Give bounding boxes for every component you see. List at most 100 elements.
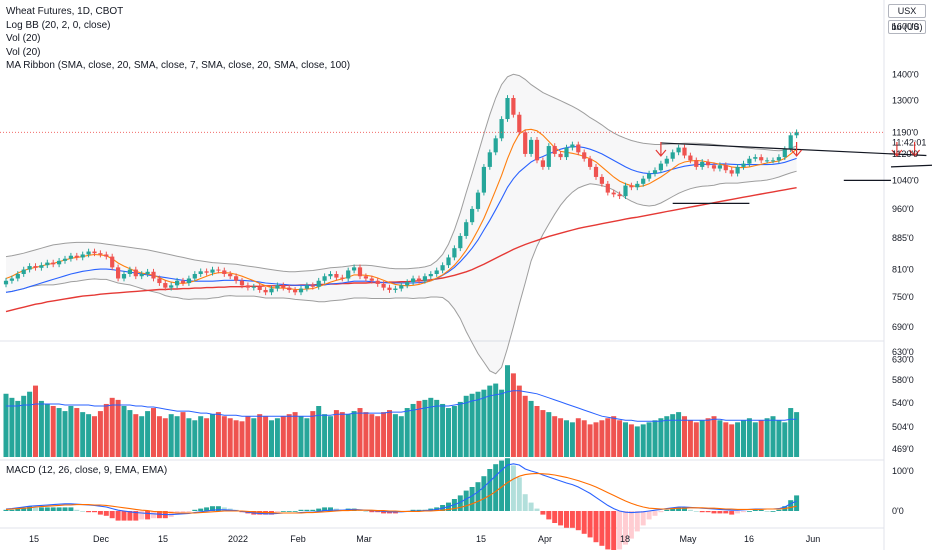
volume-bar <box>357 408 363 457</box>
volume-bar <box>440 403 446 457</box>
trend-line <box>660 142 927 157</box>
time-axis-tick: 15 <box>476 534 486 544</box>
volume-bar <box>27 391 33 457</box>
candle-body <box>151 271 156 279</box>
volume-bar <box>162 418 168 457</box>
volume-bar <box>564 420 569 457</box>
volume-bar <box>369 414 375 457</box>
candle-body <box>381 283 386 288</box>
candle-body <box>540 160 545 167</box>
candle-body <box>399 285 404 289</box>
volume-bar <box>198 416 204 457</box>
volume-bar <box>269 420 274 457</box>
legend-volume-2[interactable]: Vol (20) <box>6 46 41 58</box>
volume-bar <box>168 414 174 457</box>
volume-bar <box>693 422 699 457</box>
volume-bar <box>139 416 145 457</box>
volume-bar <box>50 406 56 457</box>
macd-histogram-bar <box>628 511 634 539</box>
candle-body <box>647 173 652 179</box>
legend-ma-ribbon[interactable]: MA Ribbon (SMA, close, 20, SMA, close, 7… <box>6 60 351 71</box>
volume-bar <box>516 385 522 457</box>
volume-bar <box>493 383 499 457</box>
currency-box[interactable]: USX bu (US) <box>888 4 926 36</box>
macd-histogram-bar <box>587 511 593 538</box>
macd-histogram-bar <box>50 507 56 511</box>
macd-histogram-bar <box>151 511 156 519</box>
bar-countdown: 11:42:01 <box>892 137 926 147</box>
macd-histogram-bar <box>664 509 670 511</box>
candle-body <box>700 161 705 167</box>
macd-histogram-bar <box>741 511 746 513</box>
volume-bar <box>21 395 27 457</box>
macd-histogram-bar <box>3 509 9 511</box>
candle-body <box>434 270 439 275</box>
candle-body <box>175 280 180 286</box>
volume-bar <box>44 403 50 457</box>
macd-axis-tick: 100'0 <box>892 466 914 476</box>
candle-body <box>139 274 144 277</box>
volume-bar <box>333 410 339 457</box>
volume-ma-line <box>6 390 797 422</box>
arrow-marker <box>791 142 803 157</box>
volume-bar <box>245 416 251 457</box>
candle-body <box>57 260 62 265</box>
volume-bar <box>534 406 540 457</box>
macd-histogram-bar <box>658 511 664 513</box>
volume-bar <box>328 416 333 457</box>
candle-body <box>446 257 451 266</box>
candle-body <box>145 271 150 275</box>
macd-histogram-bar <box>38 507 44 511</box>
macd-histogram-bar <box>481 476 487 511</box>
currency-code[interactable]: USX <box>888 4 926 18</box>
candle-body <box>735 166 740 174</box>
candle-body <box>611 192 616 195</box>
volume-bar <box>392 414 398 457</box>
macd-histogram-bar <box>210 506 215 511</box>
volume-bar <box>375 416 381 457</box>
candle-body <box>275 285 280 289</box>
volume-bar <box>115 399 121 457</box>
candle-body <box>234 276 239 281</box>
candle-body <box>328 274 333 277</box>
legend-macd[interactable]: MACD (12, 26, close, 9, EMA, EMA) <box>6 465 168 476</box>
legend-title[interactable]: Wheat Futures, 1D, CBOT <box>6 6 124 17</box>
price-axis-tick: 1120'0 <box>892 149 918 159</box>
candle-body <box>605 183 610 193</box>
candle-body <box>499 119 504 139</box>
macd-histogram-bar <box>487 469 493 511</box>
time-axis-tick: Feb <box>290 534 306 544</box>
macd-histogram-bar <box>652 511 658 516</box>
volume-bar <box>74 408 80 457</box>
candle-body <box>80 254 85 258</box>
time-axis-tick: Apr <box>538 534 552 544</box>
legend-volume-1[interactable]: Vol (20) <box>6 33 41 44</box>
legend-bollinger[interactable]: Log BB (20, 2, 0, close) <box>6 19 111 31</box>
macd-histogram-bar <box>363 511 369 512</box>
macd-histogram-bar <box>705 511 711 513</box>
volume-bar <box>735 422 741 457</box>
macd-histogram-bar <box>499 460 505 511</box>
volume-bar <box>210 414 215 457</box>
candle-body <box>346 270 351 279</box>
currency-unit[interactable]: bu (US) <box>888 20 926 34</box>
candle-body <box>546 146 551 167</box>
macd-histogram-bar <box>33 507 38 511</box>
volume-axis-tick: 469'0 <box>892 444 914 454</box>
volume-bar <box>239 421 245 457</box>
macd-histogram-bar <box>322 507 328 511</box>
volume-bar <box>274 418 280 457</box>
volume-bar <box>634 426 640 457</box>
candle-body <box>723 165 728 171</box>
macd-histogram-bar <box>381 511 387 514</box>
macd-histogram-bar <box>687 509 693 511</box>
macd-histogram-bar <box>522 494 528 511</box>
macd-histogram-bar <box>15 508 21 511</box>
candle-body <box>110 256 115 268</box>
macd-histogram-bar <box>375 511 381 513</box>
volume-bar <box>794 412 800 457</box>
candle-body <box>635 183 640 188</box>
candle-body <box>664 158 669 164</box>
volume-bar <box>204 418 210 457</box>
